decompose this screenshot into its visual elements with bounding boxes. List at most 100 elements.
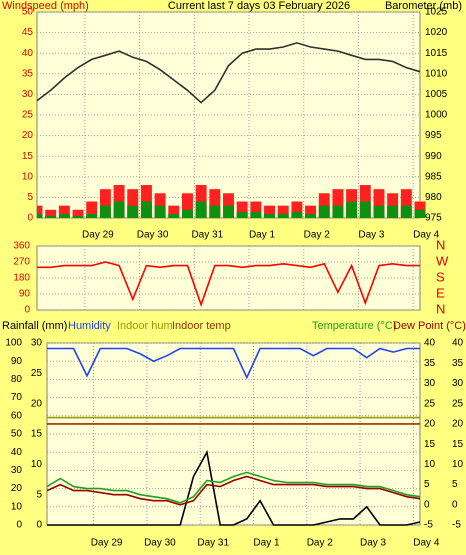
chart-title: Current last 7 days 03 February 2026 [168, 0, 350, 12]
bar [168, 213, 180, 218]
bar [236, 211, 248, 218]
x-tick-label: Day 1 [253, 538, 280, 549]
y-tick-label: 50 [11, 429, 23, 440]
y2-tick-label: 15 [424, 439, 436, 450]
bar [373, 205, 385, 218]
y-tick-label: 30 [22, 89, 34, 100]
y2-tick-label: N [436, 237, 445, 252]
y2-tick-label: 40 [424, 338, 436, 349]
bar [99, 189, 111, 218]
y2-tick-label: E [436, 285, 445, 300]
legend-label: Humidity [68, 320, 111, 332]
y2-tick-label: 1020 [425, 27, 448, 38]
legend-label: Indoor hum [117, 320, 173, 332]
y2-tick-label: -5 [424, 520, 433, 531]
legend-label: Temperature (°C) [312, 320, 396, 332]
series-line [36, 42, 421, 104]
x-tick-label: Day 4 [413, 538, 440, 549]
bar [277, 205, 289, 218]
bar [45, 215, 57, 218]
bar [414, 209, 426, 218]
x-tick-label: Day 31 [191, 230, 223, 241]
legend-label: Rainfall (mm) [2, 320, 67, 332]
bar [346, 201, 358, 218]
y-tick-label: 25 [22, 110, 34, 121]
y-tick-label: 360 [13, 241, 30, 252]
y2-tick-label: 20 [424, 419, 436, 430]
y3-tick-label: 20 [31, 398, 43, 409]
y2-tick-label: -5 [452, 520, 461, 531]
bar [154, 205, 166, 218]
bar [209, 189, 221, 218]
y2-tick-label: 975 [425, 213, 442, 224]
bar [99, 205, 111, 218]
y-tick-label: 50 [22, 7, 34, 18]
y-tick-label: 20 [11, 483, 23, 494]
y2-tick-label: 1015 [425, 48, 448, 59]
bar [400, 205, 412, 218]
y3-tick-label: 0 [36, 520, 42, 531]
bar [140, 201, 152, 218]
y3-tick-label: 30 [31, 338, 43, 349]
y-tick-label: 10 [22, 171, 34, 182]
y-tick-label: 60 [11, 410, 23, 421]
y2-tick-label: 1005 [425, 89, 448, 100]
y2-tick-label: 25 [452, 398, 464, 409]
y-tick-label: 90 [19, 289, 31, 300]
bar [86, 213, 98, 218]
y2-tick-label: 1000 [425, 110, 448, 121]
y-tick-label: 270 [13, 257, 30, 268]
bar [305, 213, 317, 218]
x-tick-label: Day 3 [360, 538, 387, 549]
y3-tick-label: 5 [36, 489, 42, 500]
bar [127, 205, 139, 218]
bar [45, 209, 57, 218]
x-tick-label: Day 1 [249, 230, 276, 241]
y2-tick-label: W [436, 253, 449, 268]
bar [236, 201, 248, 218]
y2-tick-label: 30 [452, 378, 464, 389]
bar [127, 189, 139, 218]
y-tick-label: 15 [22, 151, 34, 162]
bar [209, 205, 221, 218]
y2-tick-label: 35 [424, 358, 436, 369]
bar [291, 211, 303, 218]
x-tick-label: Day 30 [144, 538, 176, 549]
x-tick-label: Day 2 [304, 230, 331, 241]
bar [359, 185, 371, 218]
series-line [47, 449, 421, 526]
y2-tick-label: 25 [424, 398, 436, 409]
y2-tick-label: 980 [425, 192, 442, 203]
y2-tick-label: 0 [424, 499, 430, 510]
bar [318, 205, 330, 218]
bar [168, 205, 180, 218]
bar [400, 189, 412, 218]
bar [264, 205, 276, 218]
y2-tick-label: 995 [425, 130, 442, 141]
y3-tick-label: 25 [31, 368, 43, 379]
y-tick-label: 20 [22, 130, 34, 141]
y2-tick-label: 30 [424, 378, 436, 389]
x-tick-label: Day 29 [82, 230, 114, 241]
bar [195, 201, 207, 218]
bar [223, 205, 234, 218]
x-tick-label: Day 4 [413, 230, 440, 241]
y-tick-label: 90 [11, 356, 23, 367]
x-tick-label: Day 31 [197, 538, 229, 549]
y-tick-label: 40 [22, 48, 34, 59]
bar [113, 185, 125, 218]
y2-tick-label: 10 [424, 459, 436, 470]
y-tick-label: 40 [11, 447, 23, 458]
x-tick-label: Day 2 [307, 538, 334, 549]
y-tick-label: 10 [11, 501, 23, 512]
bar [58, 213, 70, 218]
y2-tick-label: 40 [452, 338, 464, 349]
y-tick-label: 30 [11, 465, 23, 476]
bar [359, 201, 371, 218]
y-tick-label: 0 [24, 305, 30, 316]
y-tick-label: 180 [13, 273, 30, 284]
bar [250, 201, 262, 218]
series-line [37, 261, 420, 308]
y-tick-label: 0 [27, 213, 33, 224]
